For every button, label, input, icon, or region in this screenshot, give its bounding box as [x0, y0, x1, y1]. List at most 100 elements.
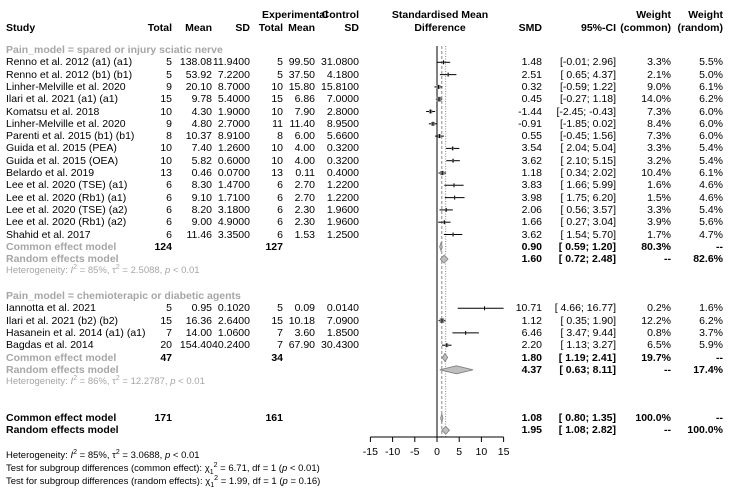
- study-smd: 3.62: [521, 154, 542, 167]
- study-w-common: 3.2%: [647, 154, 671, 167]
- study-w-random: 5.4%: [699, 154, 723, 167]
- header-study: Study: [6, 22, 36, 34]
- header-exp-mean: Mean: [185, 22, 212, 34]
- subgroup-common-label: Common effect model: [6, 351, 117, 364]
- study-smd: -0.91: [518, 117, 542, 130]
- study-e-total: 9: [166, 80, 172, 93]
- study-name: Lee et al. 2020 (Rb1) (a1): [6, 191, 127, 204]
- subgroup-random-w-random: 17.4%: [693, 363, 723, 376]
- overall-random-w-common: --: [664, 424, 671, 437]
- study-smd: 0.55: [521, 130, 542, 143]
- study-smd: 3.54: [521, 142, 542, 155]
- study-ci: [ 1.13; 3.27]: [560, 339, 616, 352]
- subgroup-common-ci: [ 0.59; 1.20]: [558, 240, 616, 253]
- overall-random-label: Random effects model: [6, 424, 119, 437]
- x-axis-tick-label: 15: [498, 446, 510, 458]
- subgroup-common-c-total: 127: [265, 240, 283, 253]
- study-e-sd: 8.9100: [217, 130, 250, 143]
- study-ci: [ 0.56; 3.57]: [560, 203, 616, 216]
- subgroup-common-c-total: 34: [271, 351, 283, 364]
- study-name: Komatsu et al. 2018: [6, 105, 100, 118]
- study-c-sd: 1.2500: [326, 228, 359, 241]
- study-c-total: 15: [271, 93, 283, 106]
- study-w-common: 0.2%: [647, 302, 671, 315]
- subgroup-common-w-common: 19.7%: [641, 351, 671, 364]
- footer-test-common: Test for subgroup differences (common ef…: [6, 461, 320, 476]
- study-e-sd: 0.6000: [217, 154, 250, 167]
- study-ci: [-0.45; 1.56]: [559, 130, 616, 143]
- study-w-common: 1.7%: [647, 228, 671, 241]
- study-c-total: 5: [277, 68, 283, 81]
- study-smd: 6.46: [521, 326, 542, 339]
- study-w-common: 2.1%: [647, 68, 671, 81]
- header-weight-random-2: (random): [677, 22, 724, 34]
- subgroup-heterogeneity: Heterogeneity: I2 = 86%, τ2 = 12.2787, p…: [6, 374, 205, 388]
- study-smd: 3.83: [521, 179, 542, 192]
- study-e-mean: 0.46: [191, 167, 212, 179]
- study-ci: [ 1.54; 5.70]: [560, 228, 616, 241]
- study-e-sd: 7.2200: [217, 68, 250, 81]
- study-name: Lee et al. 2020 (TSE) (a1): [6, 179, 128, 192]
- study-e-total: 6: [166, 216, 172, 229]
- study-name: Renno et al. 2012 (b1) (b1): [6, 68, 133, 81]
- study-ci: [ 2.04; 5.04]: [560, 142, 616, 155]
- study-c-sd: 2.8000: [326, 105, 359, 118]
- study-c-mean: 15.80: [288, 80, 315, 93]
- study-c-total: 6: [277, 203, 283, 216]
- header-smd: SMD: [518, 22, 542, 34]
- study-c-sd: 0.0140: [326, 302, 359, 315]
- overall-common-diamond: [440, 412, 444, 424]
- study-ci: [ 2.10; 5.15]: [560, 154, 616, 167]
- subgroup-random-label: Random effects model: [6, 253, 119, 266]
- study-c-total: 6: [277, 179, 283, 192]
- study-c-mean: 4.00: [294, 142, 315, 155]
- subgroup-label: Pain_model = chemioterapic or diabetic a…: [6, 290, 241, 302]
- study-w-random: 4.6%: [699, 179, 723, 192]
- study-c-mean: 1.53: [294, 228, 315, 241]
- study-w-random: 5.0%: [699, 68, 723, 81]
- study-e-total: 5: [166, 56, 172, 69]
- study-c-sd: 1.2200: [326, 179, 359, 192]
- study-e-total: 20: [160, 339, 172, 352]
- study-ci: [-1.85; 0.02]: [559, 117, 616, 130]
- study-name: Linher-Melville et al. 2020: [6, 117, 126, 130]
- study-name: Guida et al. 2015 (OEA): [6, 154, 119, 167]
- study-c-mean: 3.60: [294, 326, 315, 339]
- study-ci: [ 0.34; 2.02]: [560, 167, 616, 179]
- study-c-sd: 1.9600: [326, 203, 359, 216]
- x-axis-tick-label: 5: [456, 446, 462, 458]
- study-c-mean: 67.90: [288, 339, 315, 352]
- study-name: Guida et al. 2015 (PEA): [6, 142, 117, 155]
- study-e-total: 8: [166, 130, 172, 143]
- x-axis-tick-label: 0: [434, 446, 440, 458]
- study-w-common: 7.3%: [647, 130, 671, 143]
- study-w-common: 7.3%: [647, 105, 671, 118]
- study-w-random: 6.0%: [699, 105, 723, 118]
- study-w-common: 3.3%: [647, 142, 671, 155]
- study-c-mean: 99.50: [288, 56, 315, 69]
- study-e-sd: 2.7000: [217, 117, 250, 130]
- study-c-sd: 0.3200: [326, 142, 359, 155]
- study-ci: [ 3.47; 9.44]: [560, 326, 616, 339]
- overall-random-w-random: 100.0%: [687, 424, 723, 437]
- study-smd: 10.71: [515, 302, 542, 315]
- study-w-random: 6.1%: [699, 167, 723, 179]
- study-w-common: 14.0%: [641, 93, 671, 106]
- study-w-random: 6.2%: [699, 314, 723, 327]
- study-smd: 1.48: [521, 56, 542, 69]
- study-e-mean: 10.37: [185, 130, 212, 143]
- study-e-total: 6: [166, 179, 172, 192]
- study-e-sd: 3.3500: [217, 228, 250, 241]
- study-e-sd: 1.4700: [217, 179, 250, 192]
- study-smd: 1.12: [521, 314, 542, 327]
- study-c-total: 5: [277, 56, 283, 69]
- header-ctl-total: Total: [258, 22, 283, 34]
- study-w-common: 8.4%: [647, 117, 671, 130]
- study-smd: 2.06: [521, 203, 542, 216]
- study-c-mean: 6.86: [294, 93, 315, 106]
- study-c-mean: 10.18: [288, 314, 315, 327]
- study-smd: 1.66: [521, 216, 542, 229]
- overall-common-smd: 1.08: [521, 412, 542, 424]
- study-w-common: 10.4%: [641, 167, 671, 179]
- subgroup-common-w-random: --: [716, 240, 723, 253]
